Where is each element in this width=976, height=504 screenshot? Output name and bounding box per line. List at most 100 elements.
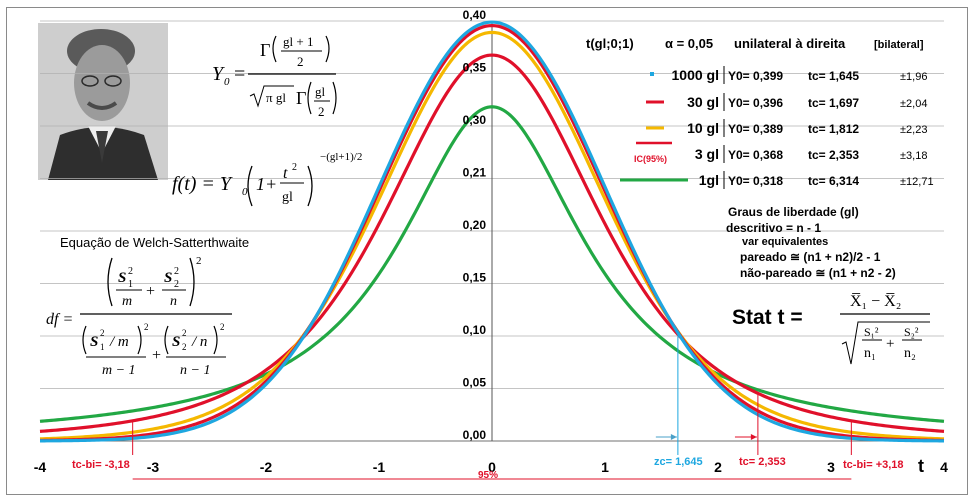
legend-series-name: 1000 gl: [672, 67, 719, 83]
svg-text:2: 2: [182, 328, 187, 338]
svg-text:Γ: Γ: [296, 88, 306, 108]
x-tick-label: 0: [488, 459, 496, 475]
density-formula: Y 0 = Γ gl + 1 2 π gl Γ gl 2: [212, 34, 337, 119]
x-tick-label: -1: [373, 459, 386, 475]
svg-text:S₂²: S₂²: [904, 325, 919, 339]
svg-text:Y: Y: [212, 63, 225, 85]
stat-t-formula: X̅₁ − X̅₂ S₁² n₁ + S₂² n₂: [840, 292, 930, 365]
tc-annotation: tc= 2,353: [739, 456, 786, 468]
legend-series-name: 10 gl: [687, 120, 719, 136]
x-tick-label: -3: [147, 459, 160, 475]
y-tick-label: 0,15: [463, 271, 487, 285]
test-label: unilateral à direita: [734, 36, 846, 51]
svg-text:t: t: [283, 165, 288, 182]
svg-text:2: 2: [174, 279, 179, 290]
svg-text:gl + 1: gl + 1: [283, 34, 313, 49]
legend: 1000 gl Y0= 0,399 tc= 1,645 ±1,96 30 gl Y0= 0…: [620, 66, 934, 189]
zc-arrow-head: [670, 434, 677, 440]
svg-text:S: S: [118, 270, 126, 286]
legend-bilateral-value: ±2,23: [900, 124, 927, 136]
y-tick-label: 0,30: [463, 113, 487, 127]
series-line-3gl: [39, 53, 945, 433]
svg-text:S: S: [90, 334, 98, 350]
series-line-30gl: [39, 23, 945, 443]
legend-series-name: 3 gl: [695, 146, 719, 162]
legend-y0-value: Y0= 0,318: [728, 174, 783, 188]
density-curves: [39, 20, 945, 443]
tc-bi-right-annotation: tc-bi= +3,18: [843, 459, 904, 471]
pct-annotation: 95%: [478, 470, 498, 481]
svg-text:2: 2: [292, 162, 297, 173]
legend-y0-value: Y0= 0,368: [728, 148, 783, 162]
svg-text:n₂: n₂: [904, 346, 916, 361]
ic-label: IC(95%): [634, 154, 667, 164]
svg-text:+: +: [152, 347, 161, 364]
legend-bilateral-value: ±12,71: [900, 176, 934, 188]
svg-text:2: 2: [196, 255, 202, 267]
svg-text:2: 2: [144, 322, 149, 332]
series-line-10gl: [39, 30, 945, 441]
svg-text:π gl: π gl: [266, 90, 286, 105]
svg-text:1: 1: [100, 342, 105, 352]
legend-series-name: 30 gl: [687, 94, 719, 110]
legend-bilateral-value: ±1,96: [900, 71, 927, 83]
svg-text:−(gl+1)/2: −(gl+1)/2: [320, 151, 362, 163]
svg-text:/ m: / m: [109, 334, 129, 350]
svg-text:2: 2: [318, 104, 325, 119]
x-tick-label: 4: [940, 459, 948, 475]
y-tick-label: 0,10: [463, 323, 487, 337]
legend-tc-value: tc= 1,812: [808, 122, 859, 136]
x-tick-label: -4: [34, 459, 47, 475]
gl-title: Graus de liberdade (gl): [728, 205, 859, 219]
portrait-photo: [38, 23, 168, 180]
chart-title: t(gl;0;1): [586, 36, 634, 51]
svg-text:S: S: [164, 270, 172, 286]
svg-text:n − 1: n − 1: [180, 363, 210, 378]
svg-text:1+: 1+: [256, 174, 277, 194]
gl-var: var equivalentes: [742, 236, 828, 248]
legend-tc-value: tc= 1,645: [808, 69, 859, 83]
svg-text:+: +: [146, 283, 155, 300]
welch-formula: df = S 2 1 m + S 2 2 n 2 S 2 1 / m 2 m −…: [46, 255, 232, 378]
svg-text:+: +: [886, 336, 894, 352]
y-tick-label: 0,40: [463, 8, 487, 22]
alpha-label: α = 0,05: [665, 36, 713, 51]
x-axis-label: t: [918, 456, 924, 476]
bilateral-label: [bilateral]: [874, 39, 924, 51]
legend-y0-value: Y0= 0,389: [728, 122, 783, 136]
svg-text:df =: df =: [46, 311, 73, 328]
svg-text:/ n: / n: [191, 334, 207, 350]
y-tick-labels: 0,00 0,05 0,10 0,15 0,20 0,21 0,30 0,35 0,40: [463, 8, 487, 442]
svg-text:S₁²: S₁²: [864, 325, 879, 339]
x-tick-label: 1: [601, 459, 609, 475]
legend-bilateral-value: ±2,04: [900, 98, 927, 110]
svg-text:2: 2: [128, 266, 133, 277]
stat-t-label: Stat t =: [732, 306, 803, 329]
svg-text:X̅₁ − X̅₂: X̅₁ − X̅₂: [850, 292, 901, 310]
x-tick-label: 3: [827, 459, 835, 475]
zc-annotation: zc= 1,645: [654, 456, 703, 468]
welch-title: Equação de Welch-Satterthwaite: [60, 235, 249, 250]
svg-text:2: 2: [100, 328, 105, 338]
legend-tc-value: tc= 6,314: [808, 174, 859, 188]
svg-text:0: 0: [224, 76, 230, 88]
x-tick-label: -2: [260, 459, 273, 475]
y-tick-label: 0,00: [463, 428, 487, 442]
svg-text:m − 1: m − 1: [102, 363, 136, 378]
legend-series-name: 1gl: [699, 172, 719, 188]
legend-y0-value: Y0= 0,396: [728, 96, 783, 110]
legend-tc-value: tc= 2,353: [808, 148, 859, 162]
legend-swatch: [650, 72, 654, 76]
svg-text:1: 1: [128, 279, 133, 290]
svg-text:2: 2: [297, 54, 304, 69]
tc-arrow-head: [750, 434, 757, 440]
y-tick-label: 0,21: [463, 166, 487, 180]
svg-text:2: 2: [174, 266, 179, 277]
t-density-formula: f(t) = Y 0 1+ t 2 gl −(gl+1)/2: [172, 151, 362, 207]
svg-text:gl: gl: [282, 190, 293, 205]
series-line-1000gl: [39, 20, 945, 443]
tc-bi-left-annotation: tc-bi= -3,18: [72, 459, 130, 471]
svg-text:Γ: Γ: [260, 40, 270, 60]
svg-text:n: n: [170, 294, 177, 309]
